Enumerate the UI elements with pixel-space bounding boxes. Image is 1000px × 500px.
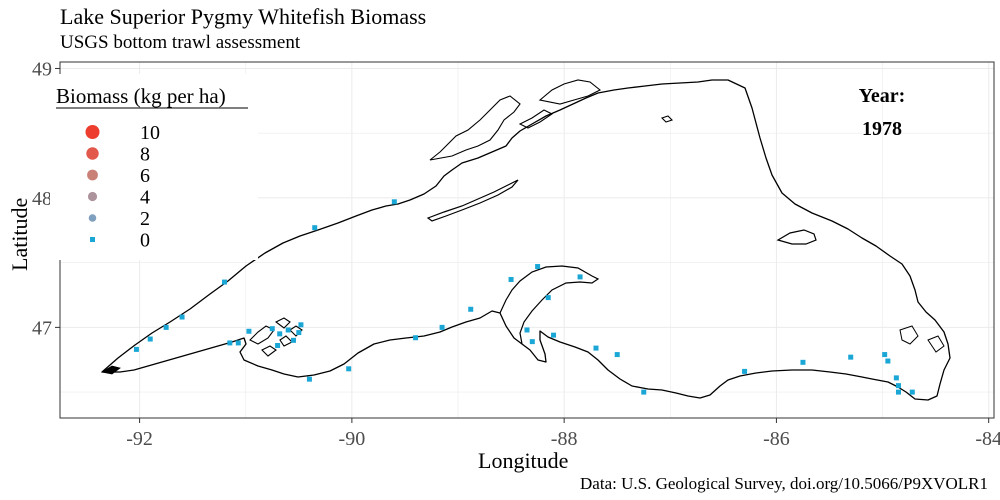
sample-point — [222, 279, 228, 285]
sample-point — [800, 359, 806, 365]
x-axis-label: Longitude — [478, 448, 569, 473]
sample-point — [413, 335, 419, 341]
sample-point — [391, 199, 397, 205]
isle-royale — [426, 179, 519, 222]
sample-point — [614, 352, 620, 358]
sample-point — [346, 366, 352, 372]
sample-point — [246, 328, 252, 334]
data-source-caption: Data: U.S. Geological Survey, doi.org/10… — [580, 474, 988, 493]
sample-point — [508, 276, 514, 282]
legend-symbol — [86, 147, 99, 160]
map-subtitle: USGS bottom trawl assessment — [60, 32, 301, 53]
legend-label: 6 — [140, 165, 150, 187]
sample-point — [269, 326, 275, 332]
sample-point — [551, 332, 557, 338]
sample-point — [848, 354, 854, 360]
sample-point — [593, 345, 599, 351]
legend-label: 2 — [140, 208, 150, 230]
legend-symbol — [88, 214, 97, 222]
x-tick-label: -88 — [551, 428, 578, 450]
sample-point — [439, 324, 445, 330]
sample-point — [641, 389, 647, 395]
x-tick-label: -86 — [763, 428, 790, 450]
sample-point — [909, 389, 915, 395]
michipicoten-island — [776, 229, 817, 245]
sample-point — [577, 274, 583, 280]
sample-point — [882, 352, 888, 358]
sample-points — [133, 199, 915, 395]
legend-symbol — [87, 169, 98, 181]
y-axis-label: Latitude — [7, 197, 32, 271]
legend-symbol — [90, 237, 95, 242]
legend-background — [50, 74, 258, 260]
y-tick-label: 49 — [32, 58, 52, 80]
apostle-islands — [249, 317, 303, 357]
x-tick-label: -92 — [126, 428, 153, 450]
sample-point — [227, 340, 233, 346]
sample-point — [179, 314, 185, 320]
y-tick-label: 48 — [32, 188, 52, 210]
sample-point — [742, 368, 748, 374]
sample-point — [235, 340, 241, 346]
legend-label: 8 — [140, 144, 150, 166]
sample-point — [306, 376, 312, 382]
sample-point — [296, 330, 302, 336]
sample-point — [893, 375, 899, 381]
sample-point — [133, 346, 139, 352]
caribou-island — [660, 115, 674, 123]
y-tick-label: 47 — [32, 317, 52, 339]
x-tick-label: -90 — [339, 428, 366, 450]
sample-point — [885, 358, 891, 364]
sample-point — [298, 322, 304, 328]
sample-point — [895, 383, 901, 389]
sample-point — [277, 331, 283, 337]
sample-point — [312, 225, 318, 231]
legend-symbol — [85, 125, 100, 139]
sample-point — [545, 295, 551, 301]
legend-title: Biomass (kg per ha) — [56, 84, 226, 108]
legend-label: 0 — [140, 230, 150, 252]
duluth-harbor — [100, 365, 121, 375]
north-shore-islands — [429, 79, 602, 161]
sample-point — [468, 306, 474, 312]
whitefish-bay-detail — [899, 325, 945, 353]
legend-symbol — [87, 191, 98, 202]
year-value: 1978 — [862, 118, 902, 140]
sample-point — [535, 264, 541, 270]
sample-point — [163, 324, 169, 330]
sample-point — [285, 327, 291, 333]
lake-shoreline — [100, 79, 951, 401]
legend-label: 10 — [140, 122, 160, 144]
keweenaw-peninsula — [499, 265, 600, 345]
x-tick-label: -84 — [975, 428, 1000, 450]
legend-label: 4 — [140, 187, 150, 209]
lake-outline — [101, 79, 951, 401]
sample-point — [275, 343, 281, 349]
sample-point — [147, 336, 153, 342]
map-title: Lake Superior Pygmy Whitefish Biomass — [60, 4, 427, 29]
sample-point — [529, 339, 535, 345]
sample-point — [524, 327, 530, 333]
sample-point — [895, 389, 901, 395]
sample-point — [291, 337, 296, 343]
year-label: Year: — [859, 85, 906, 107]
